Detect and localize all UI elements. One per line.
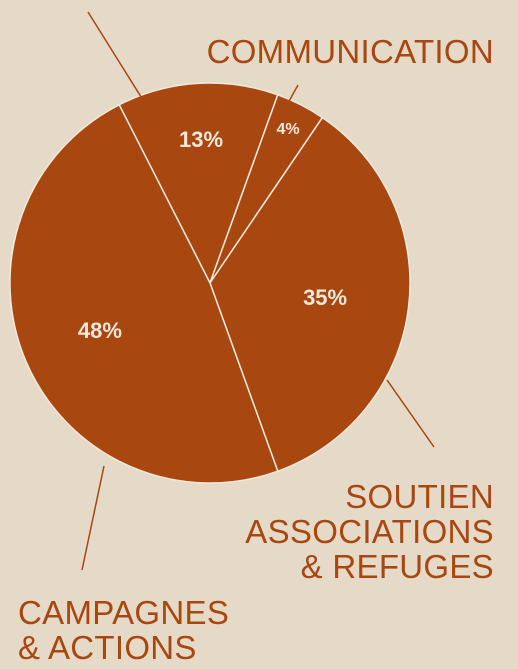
- label-communication-text: COMMUNICATION: [206, 33, 494, 70]
- label-soutien-line3: & REFUGES: [300, 548, 494, 585]
- label-communication: COMMUNICATION: [207, 34, 494, 69]
- label-campagnes-line2: & ACTIONS: [18, 629, 197, 666]
- pie-slice-1: [118, 82, 279, 284]
- label-campagnes: CAMPAGNES & ACTIONS: [18, 595, 229, 665]
- percent-label-3: 35%: [303, 285, 347, 310]
- percent-label-1: 13%: [179, 127, 223, 152]
- label-soutien-line1: SOUTIEN: [345, 478, 494, 515]
- label-campagnes-line1: CAMPAGNES: [18, 594, 230, 631]
- label-soutien: SOUTIEN ASSOCIATIONS & REFUGES: [245, 479, 494, 584]
- leader-line-top: [87, 11, 144, 101]
- percent-label-4: 48%: [78, 318, 122, 343]
- pie-slice-4: [9, 104, 279, 484]
- label-soutien-line2: ASSOCIATIONS: [245, 513, 494, 550]
- percent-labels: 13% 4% 35% 48%: [78, 121, 347, 343]
- pie-slices: [9, 82, 411, 484]
- leader-line-communication: [287, 84, 299, 104]
- leader-lines: [81, 11, 435, 571]
- leader-line-soutien: [386, 379, 435, 448]
- leader-line-campagnes: [81, 465, 105, 571]
- percent-label-2: 4%: [277, 121, 300, 138]
- pie-slice-3: [209, 116, 411, 472]
